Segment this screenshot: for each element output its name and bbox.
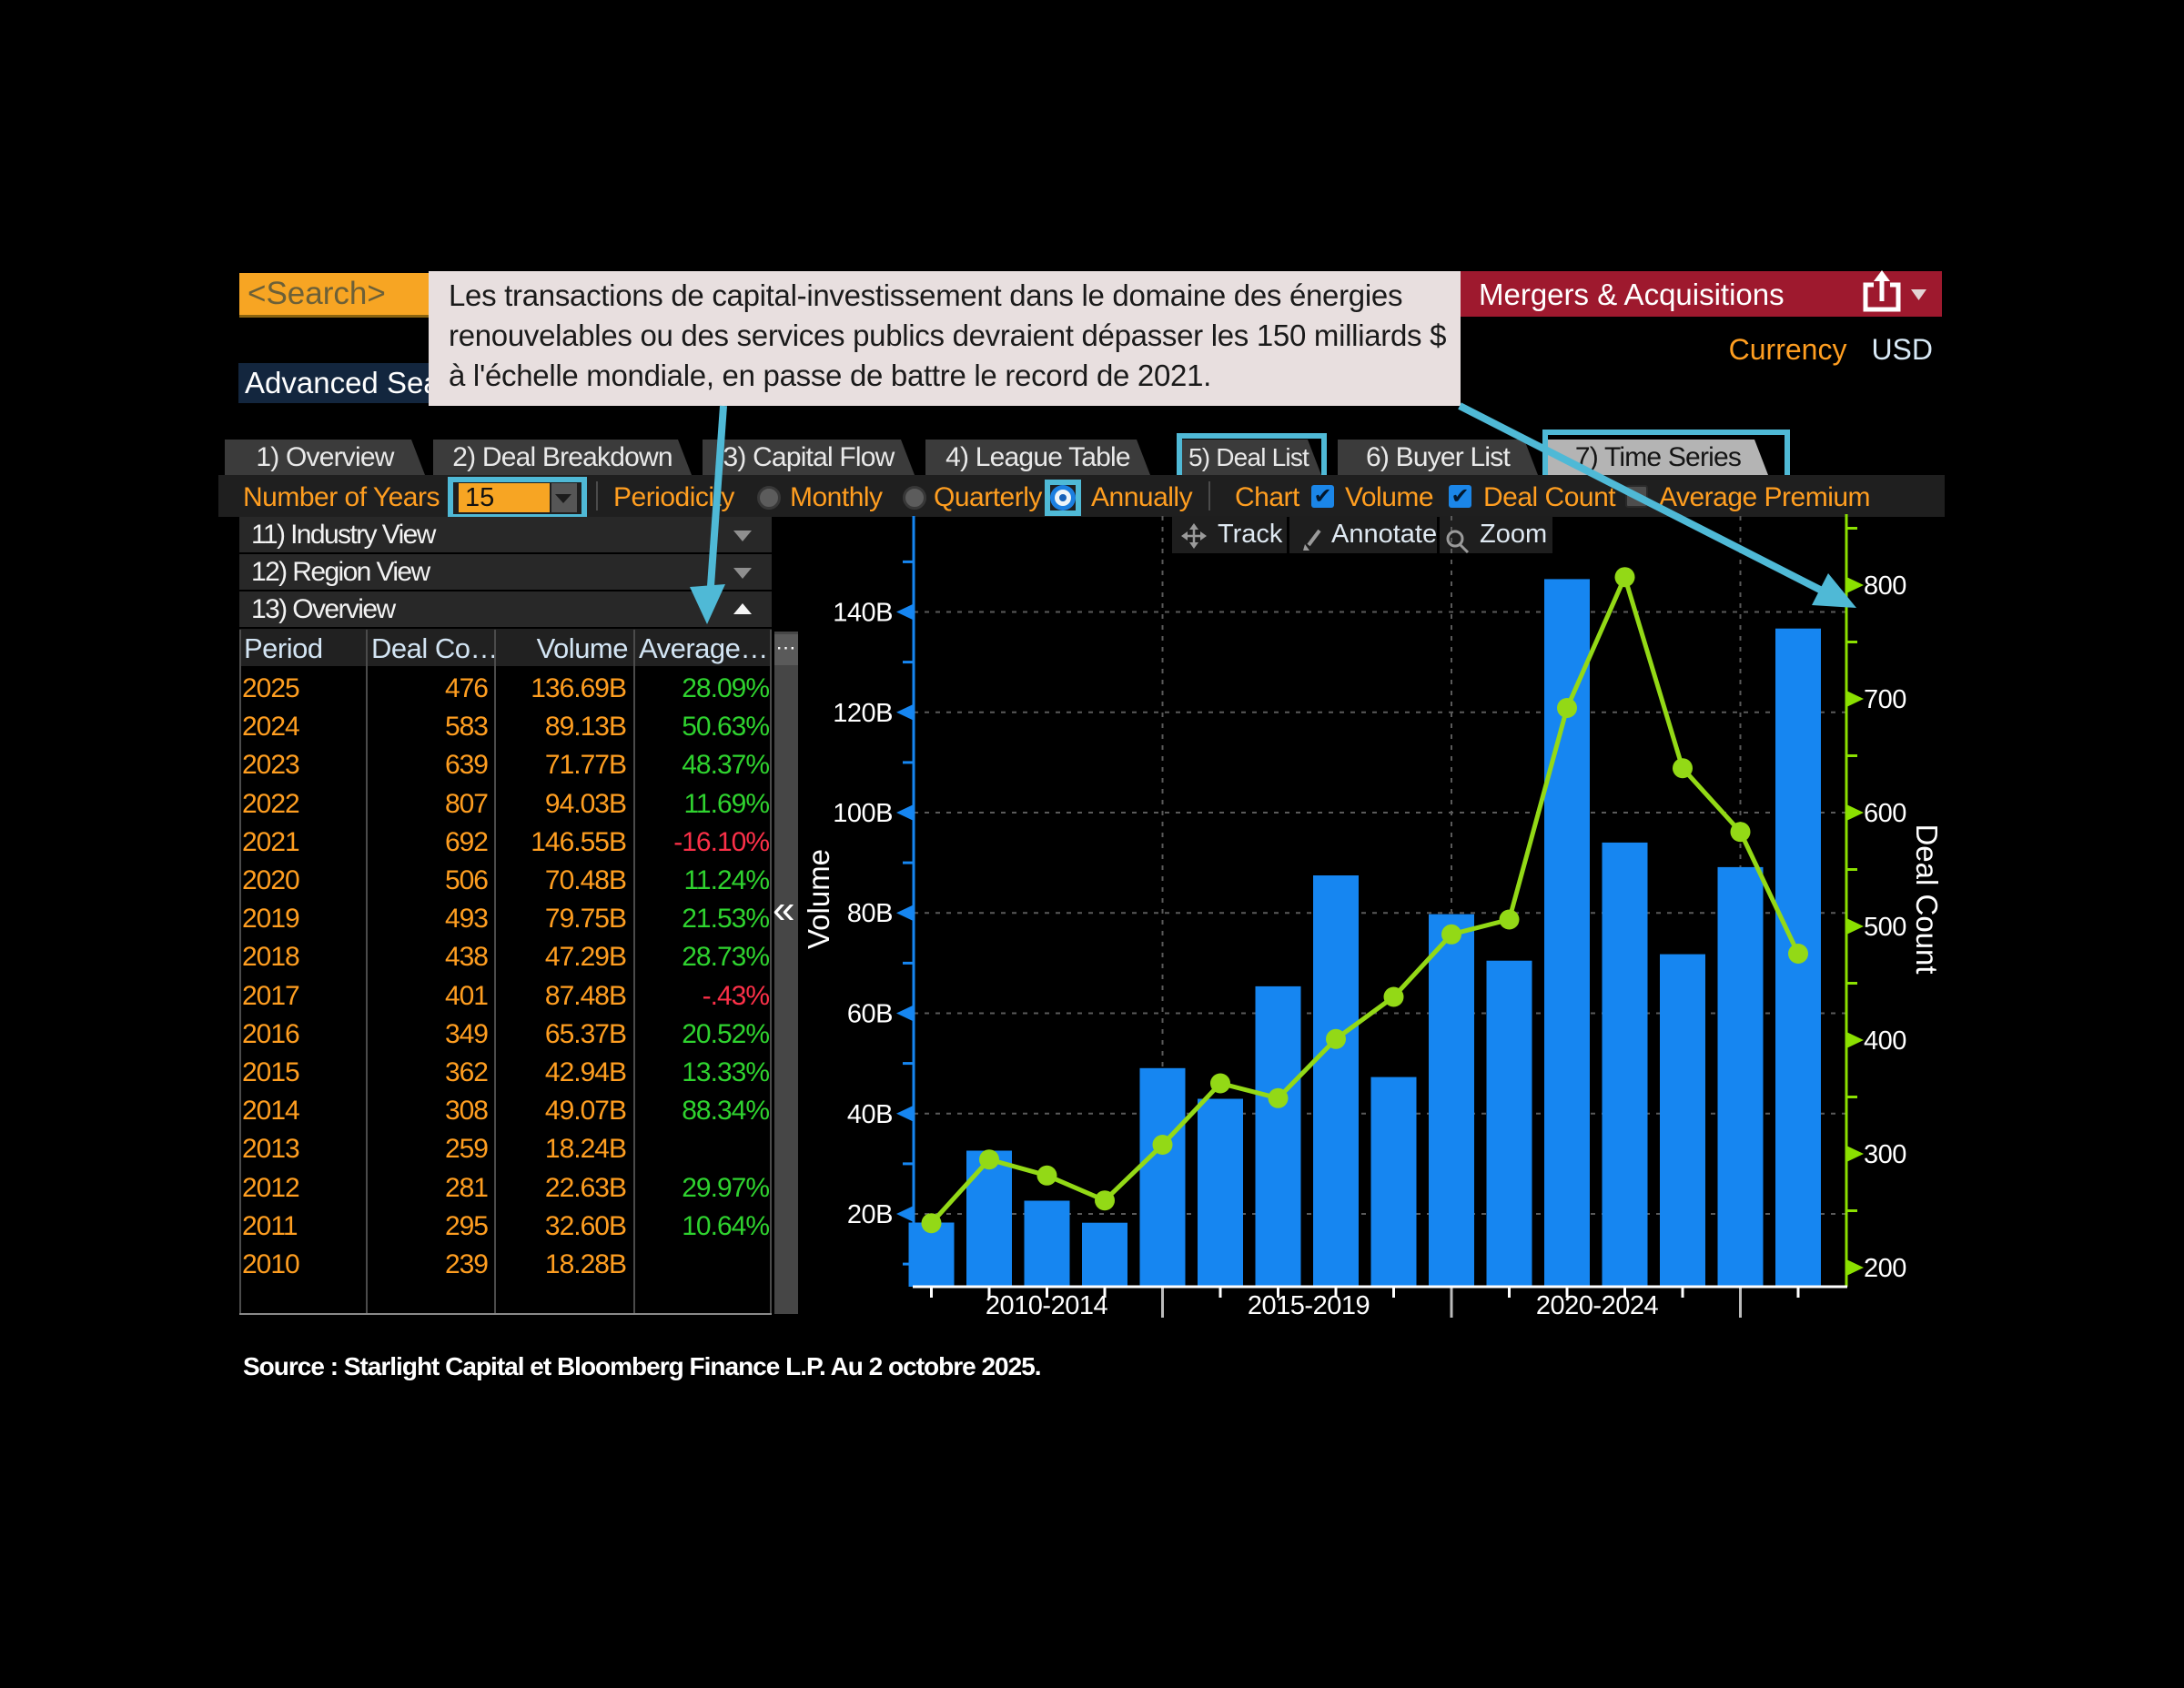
svg-text:500: 500 (1864, 913, 1906, 942)
svg-text:80B: 80B (847, 899, 893, 928)
svg-text:100B: 100B (833, 799, 893, 828)
svg-text:120B: 120B (833, 699, 893, 728)
svg-text:700: 700 (1864, 685, 1906, 714)
svg-text:2015-2019: 2015-2019 (1248, 1291, 1370, 1320)
svg-text:140B: 140B (833, 599, 893, 628)
svg-text:800: 800 (1864, 571, 1906, 601)
svg-text:60B: 60B (847, 1000, 893, 1029)
svg-text:2020-2024: 2020-2024 (1536, 1291, 1659, 1320)
svg-text:400: 400 (1864, 1026, 1906, 1056)
svg-text:40B: 40B (847, 1100, 893, 1129)
svg-text:200: 200 (1864, 1254, 1906, 1283)
svg-text:600: 600 (1864, 799, 1906, 828)
svg-text:20B: 20B (847, 1200, 893, 1229)
svg-text:300: 300 (1864, 1140, 1906, 1169)
svg-text:2010-2014: 2010-2014 (986, 1291, 1108, 1320)
